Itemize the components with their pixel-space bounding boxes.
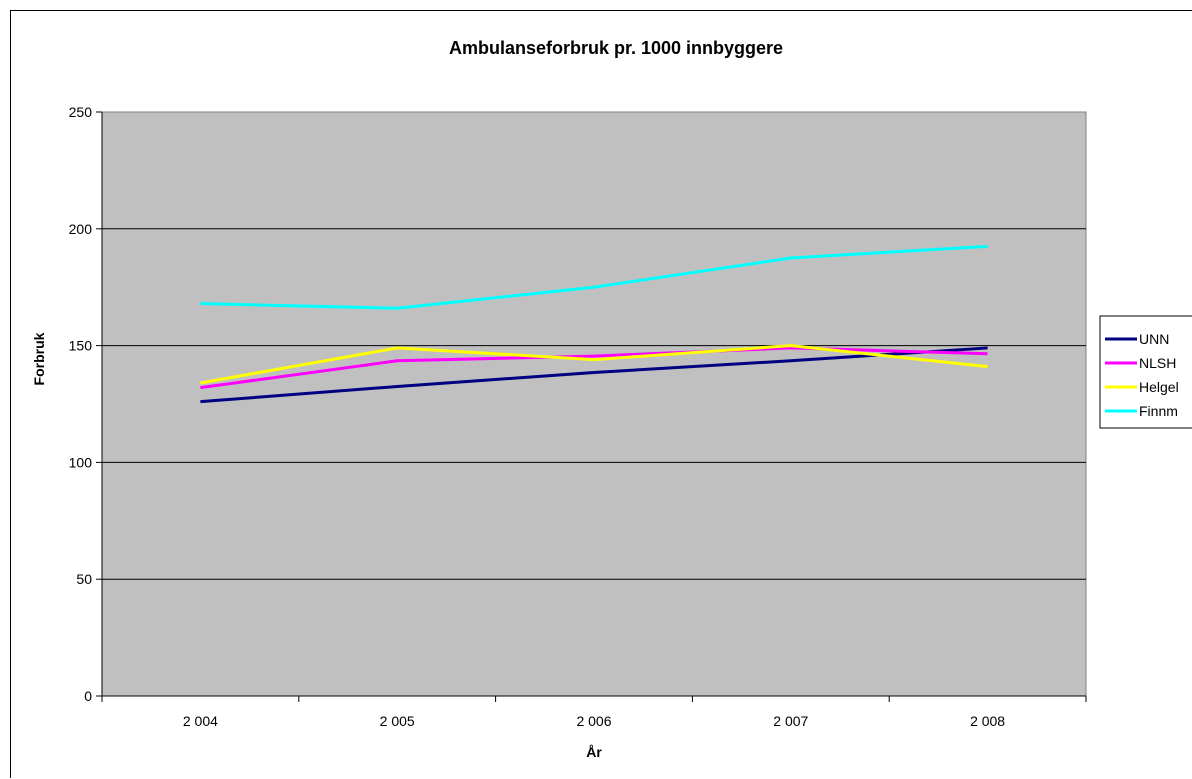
x-tick-label: 2 008 (970, 713, 1005, 729)
series-line-unn (200, 346, 988, 404)
line-chart: Ambulanseforbruk pr. 1000 innbyggere 0 50… (31, 38, 1192, 760)
y-tick-label: 150 (69, 338, 93, 354)
legend-box (1099, 315, 1192, 429)
series-lines (200, 244, 988, 404)
series-line-finnm (200, 244, 988, 310)
y-axis-title: Forbruk (31, 332, 47, 385)
y-tick-label: 100 (69, 454, 93, 470)
legend-label: Helgel (1139, 379, 1179, 395)
axes: 0 50 100 150 200 250 2 004 2 005 2 006 2 007 2 008 (69, 104, 1087, 729)
y-tick-label: 0 (84, 688, 92, 704)
x-tick-label: 2 004 (183, 713, 218, 729)
plot-area (101, 111, 1087, 697)
x-tick-label: 2 005 (380, 713, 415, 729)
series-line-nlsh (200, 346, 988, 390)
legend: UNN NLSH Helgel Finnm (1099, 315, 1192, 429)
gridlines (102, 228, 1086, 580)
chart-frame: Ambulanseforbruk pr. 1000 innbyggere 0 50… (10, 10, 1192, 778)
series-line-helgel (200, 344, 988, 385)
legend-label: Finnm (1139, 403, 1178, 419)
y-tick-label: 250 (69, 104, 93, 120)
x-tick-label: 2 007 (773, 713, 808, 729)
legend-label: UNN (1139, 331, 1169, 347)
chart-title: Ambulanseforbruk pr. 1000 innbyggere (449, 38, 783, 58)
x-axis-title: År (586, 744, 602, 760)
y-tick-label: 50 (76, 571, 92, 587)
legend-label: NLSH (1139, 355, 1176, 371)
y-tick-label: 200 (69, 221, 93, 237)
x-tick-label: 2 006 (576, 713, 611, 729)
